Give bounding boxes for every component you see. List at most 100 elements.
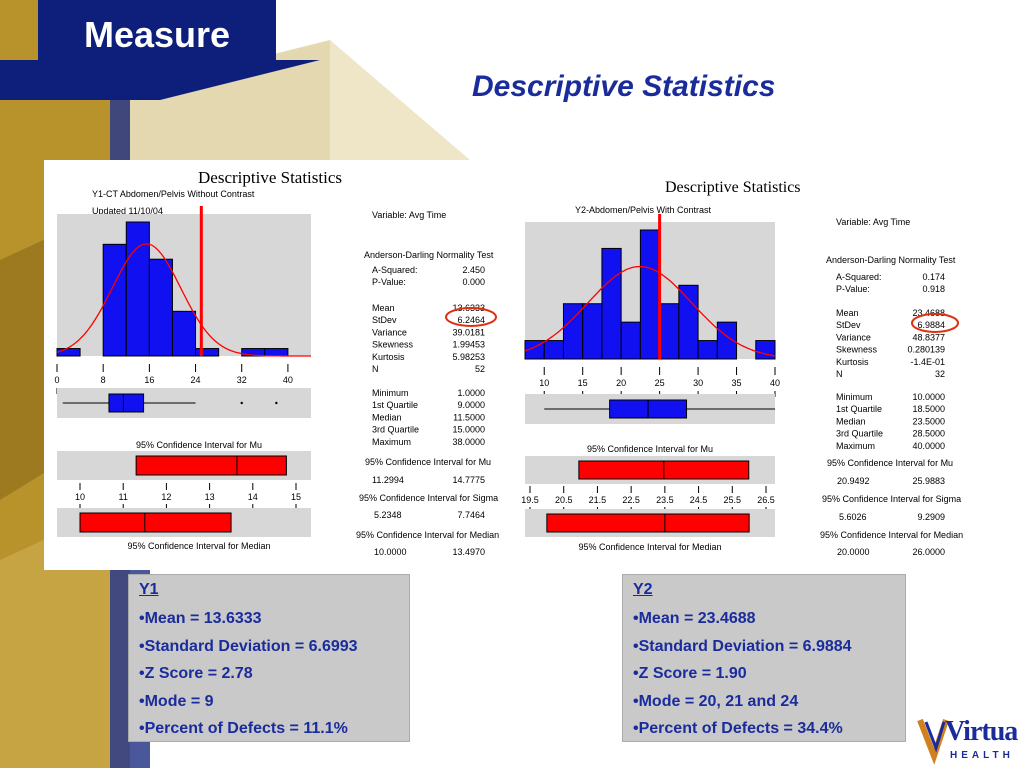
stat-value: 0.174 xyxy=(922,272,945,282)
tab-arrow-decoration xyxy=(0,60,320,100)
stat-value: 6.2464 xyxy=(457,315,485,325)
stat-label: Maximum xyxy=(372,437,411,447)
left-boxplot xyxy=(57,388,311,418)
stat-value: 28.5000 xyxy=(912,429,945,439)
histogram-bar xyxy=(755,340,776,360)
right-header: Descriptive Statistics xyxy=(665,179,801,196)
axis-tick-label: 15 xyxy=(578,378,588,388)
y1-summary-box: Y1 •Mean = 13.6333 •Standard Deviation =… xyxy=(128,574,410,742)
stat-label: 1st Quartile xyxy=(836,404,882,414)
stat-label: A-Squared: xyxy=(836,272,882,282)
axis-tick-label: 20 xyxy=(616,378,626,388)
stat-label: StDev xyxy=(372,315,397,325)
left-ci-median-plot xyxy=(57,508,311,537)
histogram-bar xyxy=(716,321,738,360)
right-ci-sigma-low: 5.6026 xyxy=(839,512,867,522)
boxplot-box xyxy=(108,393,145,413)
stat-label: Maximum xyxy=(836,441,875,451)
stat-label: Kurtosis xyxy=(372,352,405,362)
right-summary: Descriptive Statistics Y2-Abdomen/Pelvis… xyxy=(575,179,963,557)
y2-line: •Mean = 23.4688 xyxy=(633,610,756,627)
stat-value: 48.8377 xyxy=(912,332,945,342)
stat-label: Minimum xyxy=(836,392,873,402)
section-tab xyxy=(38,0,276,60)
logo-health-text: HEALTH xyxy=(950,750,1014,761)
right-subtitle1: Y2-Abdomen/Pelvis With Contrast xyxy=(575,205,712,215)
right-histogram-axis: 10 15 20 25 30 35 40 xyxy=(539,367,780,397)
histogram-bar xyxy=(148,258,173,357)
axis-tick-label: 12 xyxy=(161,492,171,502)
normal-curve xyxy=(524,265,776,357)
histogram-bar xyxy=(697,340,718,360)
histogram-bar xyxy=(56,348,81,357)
stat-label: Kurtosis xyxy=(836,357,869,367)
axis-tick-label: 26.5 xyxy=(757,495,775,505)
left-ci-median-high: 13.4970 xyxy=(452,547,485,557)
axis-tick-label: 10 xyxy=(539,378,549,388)
slide-title: Descriptive Statistics xyxy=(472,70,776,103)
axis-tick-label: 16 xyxy=(144,375,154,385)
axis-tick-label: 30 xyxy=(693,378,703,388)
stat-value: 32 xyxy=(935,369,945,379)
right-normality-title: Anderson-Darling Normality Test xyxy=(826,255,956,265)
right-ci-median-high: 26.0000 xyxy=(912,547,945,557)
axis-tick-label: 19.5 xyxy=(521,495,539,505)
axis-tick-label: 23.5 xyxy=(656,495,674,505)
left-stdev-highlight xyxy=(445,307,497,327)
histogram-bar xyxy=(543,340,564,360)
stat-value: 23.4688 xyxy=(912,308,945,318)
logo-wordmark: Virtua xyxy=(945,716,1018,747)
stat-value: 2.450 xyxy=(462,265,485,275)
left-subtitle1: Y1-CT Abdomen/Pelvis Without Contrast xyxy=(92,189,255,199)
axis-tick-label: 24 xyxy=(191,375,201,385)
axis-tick-label: 13 xyxy=(205,492,215,502)
virtua-logo-mark xyxy=(917,718,949,765)
stat-value: 39.0181 xyxy=(452,327,485,337)
stat-label: P-Value: xyxy=(372,277,406,287)
stat-label: 3rd Quartile xyxy=(372,425,419,435)
axis-tick-label: 11 xyxy=(119,492,128,502)
right-ci-mu-plot xyxy=(525,456,775,484)
stat-value: 1.99453 xyxy=(452,340,485,350)
stat-label: Mean xyxy=(836,308,859,318)
left-summary: Descriptive Statistics Y1-CT Abdomen/Pel… xyxy=(92,168,499,557)
ci-bar xyxy=(79,512,232,533)
histogram-bar xyxy=(125,221,150,357)
histogram-bar xyxy=(171,310,197,357)
left-ci-sigma-low: 5.2348 xyxy=(374,510,402,520)
stat-value: 9.0000 xyxy=(457,400,485,410)
axis-tick-label: 0 xyxy=(54,375,59,385)
right-ci-mu-low: 20.9492 xyxy=(837,476,870,486)
stat-value: 1.0000 xyxy=(457,388,485,398)
right-variable: Variable: Avg Time xyxy=(836,217,910,227)
right-boxplot xyxy=(525,394,775,424)
y1-heading: Y1 xyxy=(139,581,159,598)
stat-label: Variance xyxy=(836,332,871,342)
left-ci-median-label: 95% Confidence Interval for Median xyxy=(356,530,499,540)
stat-label: N xyxy=(372,364,379,374)
axis-tick-label: 24.5 xyxy=(690,495,708,505)
ci-bar xyxy=(546,513,750,533)
y2-summary-box: Y2 •Mean = 23.4688 •Standard Deviation =… xyxy=(622,574,906,742)
histogram-bar xyxy=(264,348,289,357)
left-ci-mu-axis: 10 11 12 13 14 15 xyxy=(75,483,301,510)
histogram-bar xyxy=(639,229,661,360)
stat-value: 5.98253 xyxy=(452,352,485,362)
stat-label: Mean xyxy=(372,303,395,313)
right-stdev-highlight xyxy=(911,313,959,333)
stat-value: -1.4E-01 xyxy=(910,357,945,367)
right-histogram xyxy=(524,214,776,360)
y2-line: •Percent of Defects = 34.4% xyxy=(633,720,843,737)
y1-line: •Mode = 9 xyxy=(139,692,214,710)
stat-label: Median xyxy=(836,416,866,426)
stat-label: Median xyxy=(372,412,402,422)
boxplot-outlier xyxy=(275,401,278,405)
stat-label: StDev xyxy=(836,320,861,330)
left-normality-title: Anderson-Darling Normality Test xyxy=(364,250,494,260)
axis-tick-label: 22.5 xyxy=(622,495,640,505)
left-ci-mu-label: 95% Confidence Interval for Mu xyxy=(365,457,491,467)
axis-tick-label: 32 xyxy=(237,375,247,385)
stat-label: 1st Quartile xyxy=(372,400,418,410)
stat-label: Minimum xyxy=(372,388,409,398)
